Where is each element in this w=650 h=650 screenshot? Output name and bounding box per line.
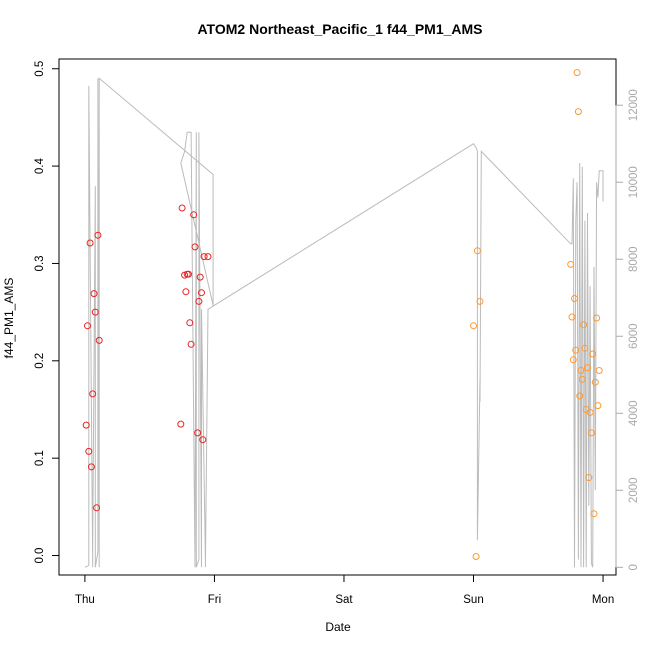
data-point-red [190,211,198,219]
data-point-red [191,243,199,251]
x-axis-label: Date [325,620,351,634]
data-point-orange [580,321,588,329]
y-axis-label: f44_PM1_AMS [2,278,16,359]
y-tick-label: 0.0 [34,548,46,564]
right-y-tick-label: 8000 [628,246,640,272]
data-point-orange [590,510,598,518]
data-point-orange [586,408,594,416]
data-point-orange [591,378,599,386]
right-y-axis: 0 2000 4000 6000 8000 10000 12000 [615,89,640,571]
data-point-orange [569,356,577,364]
data-point-red [196,273,204,281]
data-point-red [195,297,203,305]
right-y-tick-label: 2000 [628,477,640,503]
data-point-red [90,290,98,298]
y-tick-label: 0.2 [34,353,46,369]
data-point-orange [577,367,585,374]
data-point-orange [589,350,597,358]
data-point-red [93,504,101,512]
data-point-red [187,340,195,348]
y-tick-label: 0.3 [34,255,46,271]
data-point-orange [574,108,582,116]
data-point-red [178,204,186,212]
data-point-orange [473,247,481,255]
right-y-tick-label: 0 [628,564,640,570]
data-point-red [85,447,93,455]
data-point-orange [470,322,477,330]
data-point-red [82,421,90,429]
data-point-red [199,436,207,444]
data-point-orange [472,553,480,560]
data-point-orange [587,429,595,437]
data-point-red [84,322,91,330]
x-axis: Thu Fri Sat Sun Mon [75,574,614,606]
data-point-red [94,231,102,239]
data-point-red [91,308,99,316]
x-tick-label: Sat [335,594,353,606]
data-point-orange [581,344,589,352]
y-axis: 0.0 0.1 0.2 0.3 0.4 0.5 [34,61,60,564]
data-point-orange [571,295,578,302]
data-point-red [89,390,97,398]
data-point-orange [576,392,584,400]
data-point-orange [476,297,484,305]
x-tick-label: Fri [208,594,221,606]
point-series [82,69,603,560]
data-point-red [95,336,103,344]
data-point-orange [595,367,603,374]
y-tick-label: 0.5 [34,61,46,77]
data-point-red [87,463,95,471]
right-y-tick-label: 10000 [628,166,640,198]
data-point-orange [568,313,576,321]
x-tick-label: Sun [463,594,483,606]
y-tick-label: 0.1 [34,450,46,466]
x-tick-label: Thu [75,594,95,606]
y-tick-label: 0.4 [34,158,46,175]
plot-area-box [58,58,617,576]
chart-title: ATOM2 Northeast_Pacific_1 f44_PM1_AMS [197,21,482,37]
data-point-orange [585,474,593,482]
line-series [84,77,604,568]
data-point-red [86,239,94,247]
data-point-red [204,253,212,261]
series-line [84,77,604,568]
data-point-red [200,253,208,261]
data-point-red [182,288,190,296]
data-point-orange [594,402,602,410]
data-point-orange [572,346,580,354]
x-tick-label: Mon [592,594,614,606]
data-point-red [177,420,185,428]
right-y-tick-label: 12000 [628,89,640,121]
data-point-red [194,429,202,437]
data-point-orange [573,69,581,77]
data-point-red [186,319,194,327]
right-y-tick-label: 6000 [628,323,640,349]
data-point-orange [584,364,591,372]
data-point-orange [593,314,601,322]
data-point-red [198,289,205,297]
data-point-orange [578,375,586,383]
right-y-tick-label: 4000 [628,400,640,426]
data-point-orange [567,260,575,268]
data-point-red [185,270,192,278]
